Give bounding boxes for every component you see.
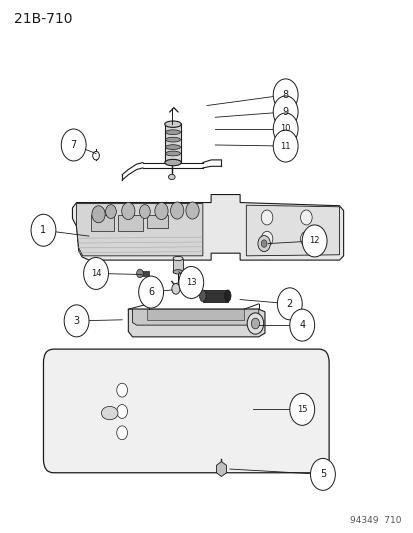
Text: 7: 7 [70,140,77,150]
Circle shape [273,130,297,162]
Ellipse shape [165,151,180,156]
Bar [164,124,181,163]
Circle shape [93,151,99,160]
Circle shape [277,288,301,320]
Circle shape [289,393,314,425]
Circle shape [185,202,199,219]
Ellipse shape [199,290,206,302]
Text: 1: 1 [40,225,46,235]
Circle shape [154,203,168,220]
Circle shape [261,210,272,225]
Circle shape [170,202,183,219]
Text: 15: 15 [296,405,307,414]
Bar [173,259,183,272]
Text: 4: 4 [299,320,304,330]
Circle shape [257,236,270,252]
Bar [202,290,227,302]
Text: 2: 2 [286,299,292,309]
Text: 11: 11 [280,142,290,150]
Text: 8: 8 [282,90,288,100]
Circle shape [289,309,314,341]
Circle shape [171,284,180,294]
Circle shape [31,214,56,246]
Circle shape [116,383,127,397]
Bar [147,215,167,228]
Text: 14: 14 [90,269,101,278]
Text: 10: 10 [280,125,290,133]
Text: 9: 9 [282,107,288,117]
Circle shape [138,276,163,308]
Ellipse shape [164,159,181,166]
Polygon shape [132,309,258,325]
Circle shape [178,266,203,298]
Bar [91,215,114,231]
Polygon shape [76,204,202,256]
Ellipse shape [165,130,180,135]
Circle shape [273,96,297,128]
Circle shape [61,129,86,161]
Circle shape [300,210,311,225]
Circle shape [83,257,108,289]
Circle shape [261,240,266,247]
Polygon shape [128,309,264,337]
Polygon shape [72,195,343,260]
Text: 3: 3 [74,316,79,326]
Polygon shape [246,205,339,256]
Bar [140,271,149,276]
Circle shape [247,313,263,334]
Circle shape [64,305,89,337]
Circle shape [301,225,326,257]
Ellipse shape [173,270,183,274]
Circle shape [116,426,127,440]
Circle shape [139,205,150,219]
FancyBboxPatch shape [43,349,328,473]
Circle shape [251,318,259,329]
Circle shape [116,405,127,418]
Ellipse shape [173,256,183,261]
Text: 12: 12 [309,237,319,245]
Ellipse shape [224,290,230,302]
Ellipse shape [165,144,180,150]
Circle shape [105,205,116,219]
Circle shape [300,231,311,246]
Circle shape [261,231,272,246]
Circle shape [121,203,135,220]
Ellipse shape [164,121,181,127]
Circle shape [273,113,297,145]
Ellipse shape [165,137,180,142]
Ellipse shape [168,174,175,180]
Text: 94349  710: 94349 710 [349,516,401,525]
Circle shape [273,79,297,111]
Ellipse shape [101,406,118,420]
Polygon shape [147,309,244,320]
Text: 6: 6 [148,287,154,297]
Ellipse shape [173,283,182,288]
Text: 13: 13 [185,278,196,287]
Circle shape [310,458,335,490]
Circle shape [92,206,105,223]
Circle shape [136,269,143,278]
Bar [118,215,142,231]
Text: 5: 5 [319,470,325,479]
Text: 21B-710: 21B-710 [14,12,73,26]
